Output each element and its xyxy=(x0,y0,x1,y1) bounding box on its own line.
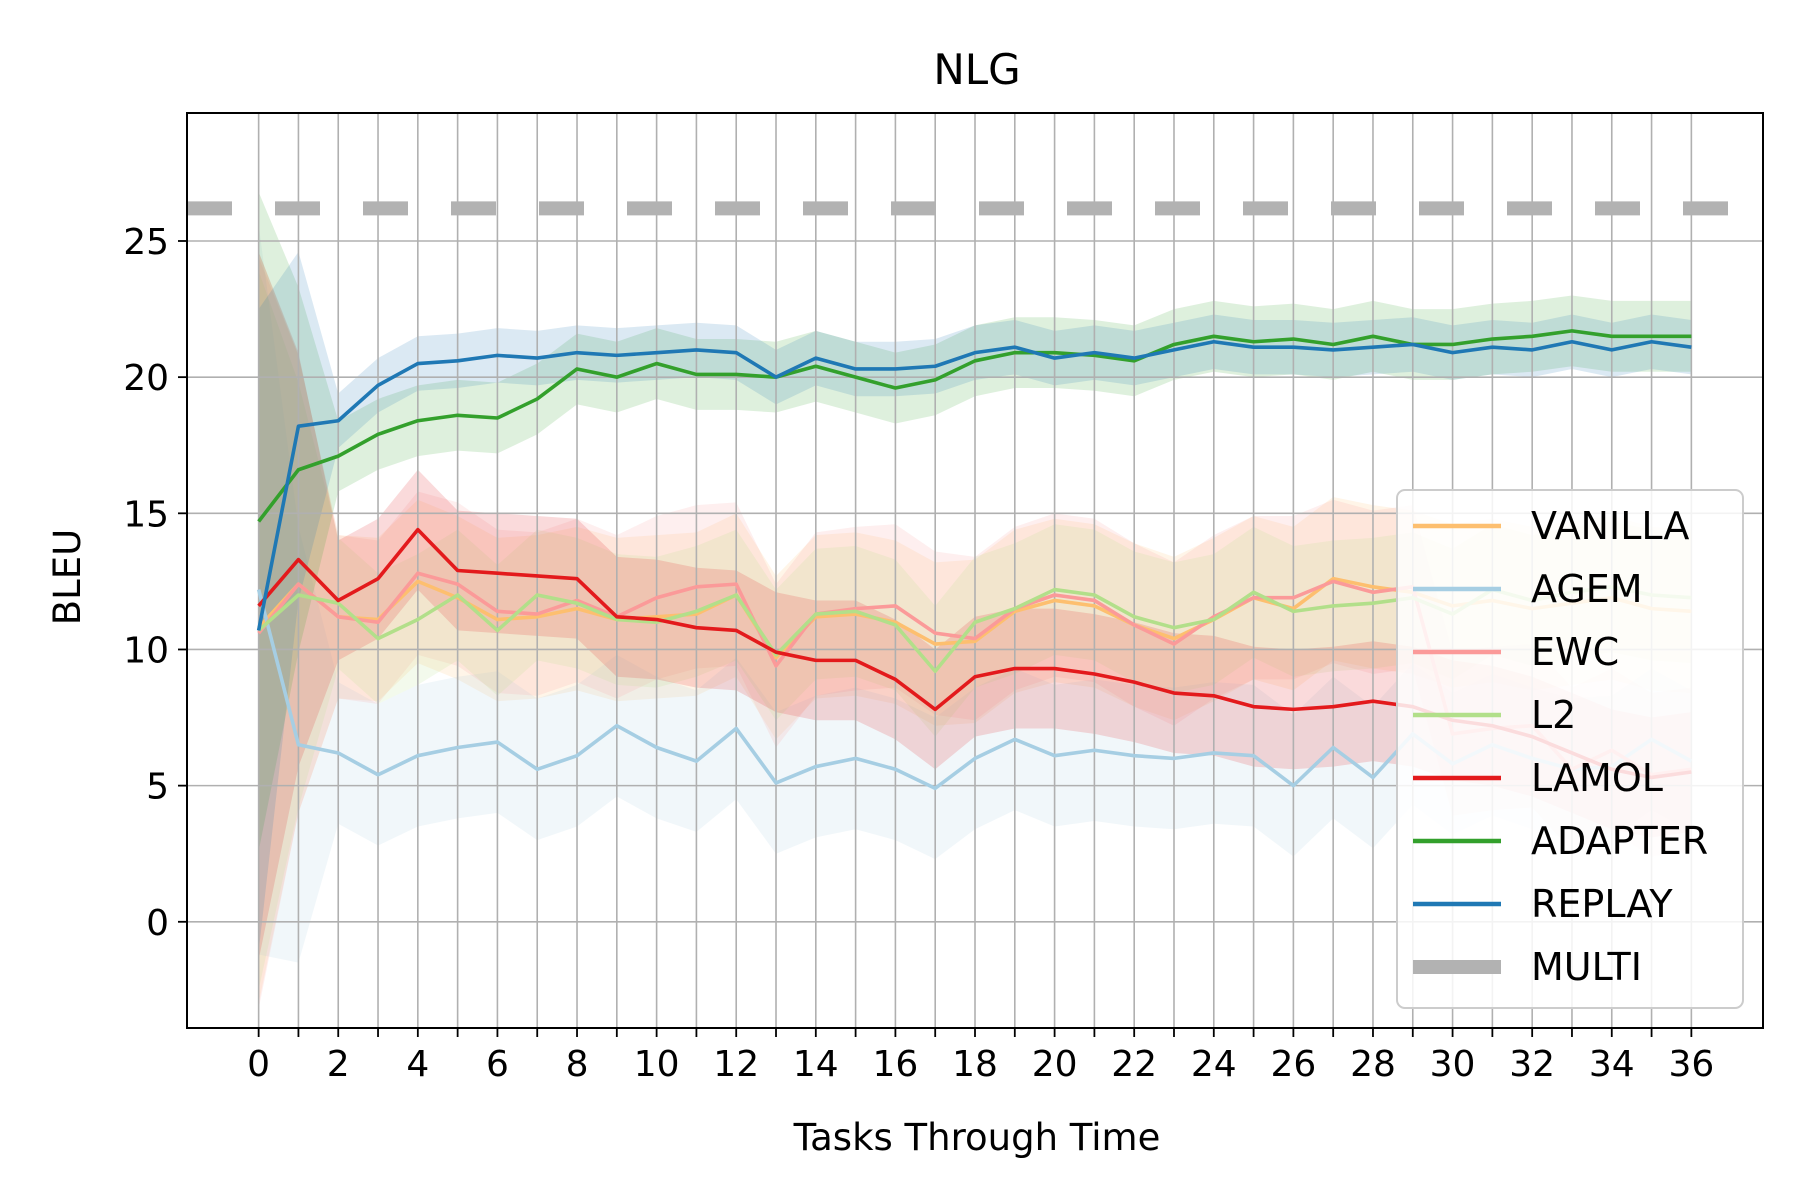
x-axis-label: Tasks Through Time xyxy=(793,1116,1161,1159)
band-lamol xyxy=(258,251,1692,960)
chart-title: NLG xyxy=(933,45,1020,94)
x-tick-label-0: 0 xyxy=(247,1044,270,1085)
y-tick-label-5: 5 xyxy=(146,767,169,808)
legend-label-agem: AGEM xyxy=(1531,567,1643,611)
x-tick-label-2: 2 xyxy=(327,1044,350,1085)
y-tick-label-0: 0 xyxy=(146,903,169,944)
x-tick-label-10: 10 xyxy=(634,1044,680,1085)
x-tick-label-6: 6 xyxy=(486,1044,509,1085)
legend-label-multi: MULTI xyxy=(1531,945,1642,989)
y-tick-label-15: 15 xyxy=(123,494,169,535)
y-tick-label-25: 25 xyxy=(123,222,169,263)
x-tick-label-8: 8 xyxy=(566,1044,589,1085)
x-tick-label-26: 26 xyxy=(1270,1044,1316,1085)
legend-label-vanilla: VANILLA xyxy=(1531,504,1689,548)
x-tick-label-20: 20 xyxy=(1032,1044,1078,1085)
y-tick-label-10: 10 xyxy=(123,630,169,671)
band-replay xyxy=(258,251,1692,952)
y-axis-ticks: 0 5 10 15 20 25 xyxy=(123,222,187,944)
legend-label-lamol: LAMOL xyxy=(1531,756,1663,800)
x-tick-label-28: 28 xyxy=(1350,1044,1396,1085)
x-tick-label-34: 34 xyxy=(1589,1044,1635,1085)
legend-label-ewc: EWC xyxy=(1531,630,1619,674)
x-tick-label-14: 14 xyxy=(793,1044,839,1085)
x-tick-label-24: 24 xyxy=(1191,1044,1237,1085)
x-axis-ticks: 0 2 4 6 8 10 12 14 16 18 20 22 24 26 28 30 32 34 36 xyxy=(247,1028,1714,1085)
x-tick-label-36: 36 xyxy=(1668,1044,1714,1085)
x-tick-label-32: 32 xyxy=(1509,1044,1555,1085)
line-replay xyxy=(256,339,1692,631)
legend: VANILLA AGEM EWC L2 LAMOL ADAPTER REPLAY MULTI xyxy=(1396,489,1744,1009)
x-tick-label-30: 30 xyxy=(1430,1044,1476,1085)
legend-box xyxy=(1396,489,1744,1009)
legend-label-adapter: ADAPTER xyxy=(1531,819,1708,863)
x-tick-label-22: 22 xyxy=(1111,1044,1157,1085)
line-adapter xyxy=(257,329,1692,523)
x-tick-label-12: 12 xyxy=(713,1044,759,1085)
legend-label-l2: L2 xyxy=(1531,693,1576,737)
y-axis-label: BLEU xyxy=(46,529,89,625)
legend-label-replay: REPLAY xyxy=(1531,882,1673,926)
x-tick-label-18: 18 xyxy=(952,1044,998,1085)
x-tick-label-16: 16 xyxy=(872,1044,918,1085)
y-tick-label-20: 20 xyxy=(123,358,169,399)
x-tick-label-4: 4 xyxy=(406,1044,429,1085)
